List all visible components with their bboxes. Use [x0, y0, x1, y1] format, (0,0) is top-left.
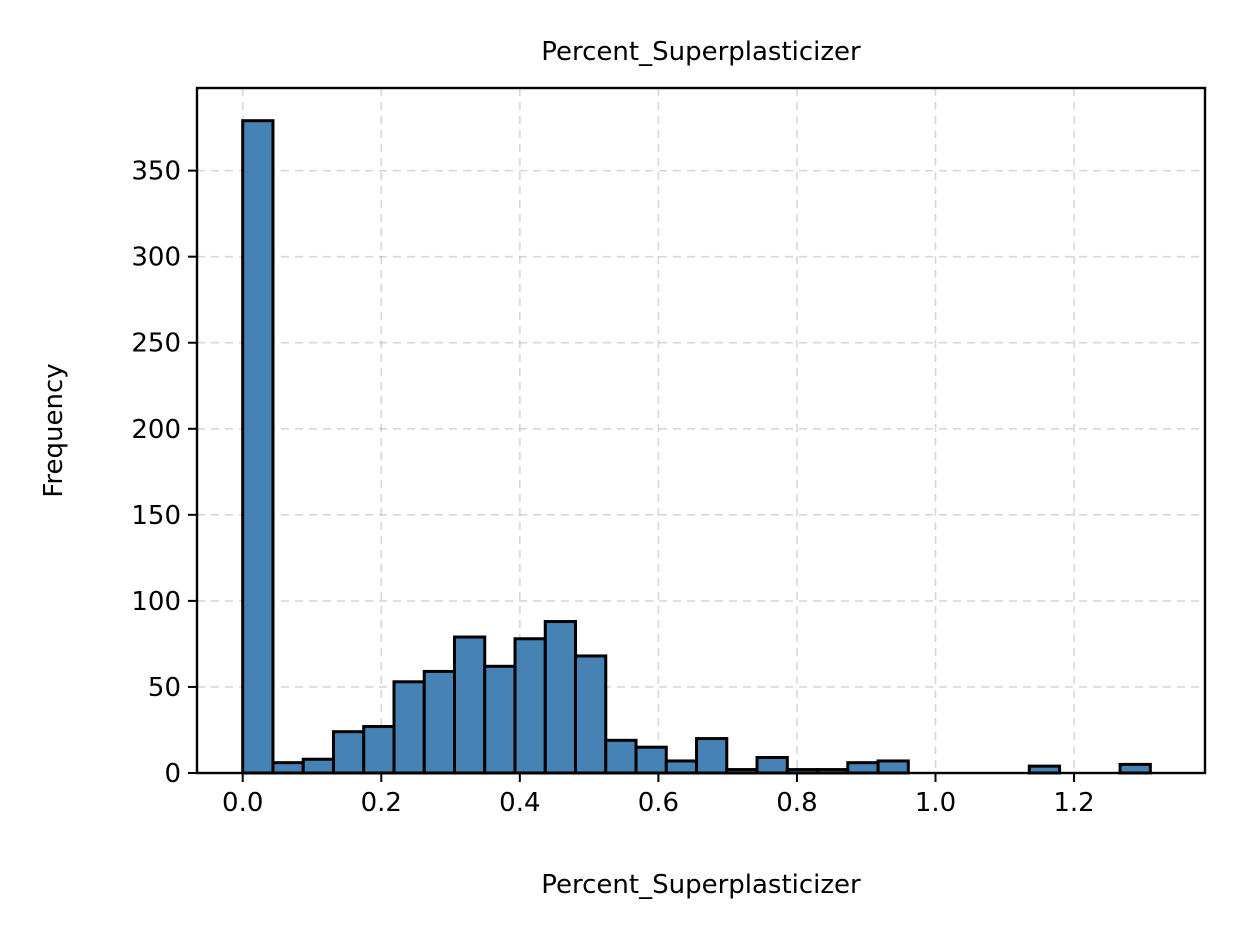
- histogram-bar: [1118, 762, 1152, 775]
- y-axis-label: Frequency: [39, 363, 69, 497]
- x-tick-label: 0.4: [499, 788, 540, 818]
- histogram-bar: [241, 119, 275, 775]
- y-tick-label: 50: [148, 673, 181, 703]
- histogram-bar: [755, 756, 789, 775]
- histogram-bar: [634, 745, 668, 775]
- x-tick-label: 0.2: [361, 788, 402, 818]
- histogram-bars: [241, 119, 1152, 775]
- histogram-bar: [846, 761, 880, 775]
- y-tick-label: 250: [131, 329, 181, 359]
- histogram-bar: [664, 759, 699, 775]
- histogram-bar: [604, 738, 638, 775]
- histogram-bar: [513, 637, 547, 775]
- y-tick-label: 200: [131, 415, 181, 445]
- y-tick-label: 150: [131, 501, 181, 531]
- histogram-bar: [331, 730, 366, 775]
- grid-lines: [197, 88, 1205, 774]
- histogram-bar: [271, 761, 305, 775]
- y-axis-ticks: 0 50 100 150 200 250 300 350: [131, 157, 197, 789]
- x-tick-label: 0.6: [638, 788, 679, 818]
- histogram-bar: [876, 759, 910, 775]
- y-tick-label: 350: [131, 157, 181, 187]
- x-tick-label: 0.8: [776, 788, 817, 818]
- histogram-bar: [543, 620, 578, 775]
- histogram-bar: [301, 757, 335, 775]
- x-tick-label: 1.0: [915, 788, 956, 818]
- histogram-bar: [362, 725, 396, 775]
- y-tick-label: 300: [131, 243, 181, 273]
- x-axis-ticks: 0.0 0.2 0.4 0.6 0.8 1.0 1.2: [222, 773, 1095, 818]
- histogram-bar: [483, 664, 517, 775]
- x-tick-label: 1.2: [1053, 788, 1094, 818]
- histogram-bar: [422, 669, 457, 775]
- x-axis-label: Percent_Superplasticizer: [541, 870, 861, 900]
- plot-frame: [195, 86, 1207, 775]
- y-tick-label: 0: [164, 759, 181, 789]
- chart-title: Percent_Superplasticizer: [541, 37, 861, 67]
- y-tick-label: 100: [131, 587, 181, 617]
- histogram-bar: [695, 737, 729, 775]
- histogram-bar: [453, 635, 487, 775]
- x-tick-label: 0.0: [222, 788, 263, 818]
- histogram-bar: [574, 654, 608, 775]
- histogram-bar: [392, 680, 426, 775]
